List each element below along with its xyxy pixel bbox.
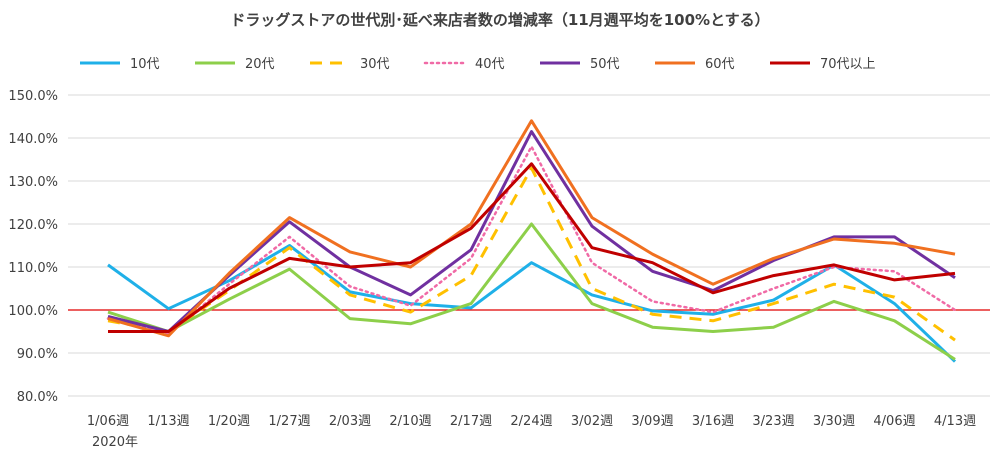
legend: 10代 20代 30代 40代 50代 60代 70代以上 bbox=[80, 57, 876, 72]
x-tick-label: 4/06週 bbox=[873, 414, 915, 429]
x-tick-label: 2/10週 bbox=[389, 414, 431, 429]
y-tick-label: 90.0% bbox=[17, 347, 58, 362]
y-tick-label: 100.0% bbox=[8, 304, 58, 319]
series-line-10代 bbox=[107, 244, 957, 363]
legend-label: 40代 bbox=[475, 57, 505, 72]
series-line-60代 bbox=[107, 119, 956, 338]
x-axis-year-note: 2020年 bbox=[92, 435, 138, 450]
y-tick-label: 110.0% bbox=[8, 261, 58, 276]
gridlines bbox=[68, 94, 990, 397]
series-line-40代 bbox=[106, 145, 957, 335]
x-tick-label: 1/20週 bbox=[208, 414, 250, 429]
legend-label: 30代 bbox=[360, 57, 390, 72]
legend-label: 10代 bbox=[130, 57, 160, 72]
x-tick-label: 1/27週 bbox=[268, 414, 310, 429]
legend-label: 50代 bbox=[590, 57, 620, 72]
x-tick-label: 1/06週 bbox=[87, 414, 129, 429]
legend-label: 60代 bbox=[705, 57, 735, 72]
x-axis: 1/06週 1/13週 1/20週 1/27週 2/03週 2/10週 2/17週 2/24週… bbox=[87, 414, 976, 429]
y-axis: 80.0% 90.0% 100.0% 110.0% 120.0% 130.0% 140.0%… bbox=[8, 89, 58, 405]
y-tick-label: 140.0% bbox=[8, 132, 58, 147]
y-tick-label: 130.0% bbox=[8, 175, 58, 190]
series-line-50代 bbox=[107, 130, 956, 333]
legend-label: 70代以上 bbox=[820, 57, 876, 72]
x-tick-label: 3/02週 bbox=[571, 414, 613, 429]
x-tick-label: 2/24週 bbox=[510, 414, 552, 429]
x-tick-label: 3/23週 bbox=[752, 414, 794, 429]
chart-title: ドラッグストアの世代別･延べ来店者数の増減率（11月週平均を100%とする） bbox=[230, 11, 769, 29]
y-tick-label: 120.0% bbox=[8, 218, 58, 233]
legend-label: 20代 bbox=[245, 57, 275, 72]
series-line-20代 bbox=[107, 222, 956, 361]
x-tick-label: 3/30週 bbox=[813, 414, 855, 429]
series-group bbox=[106, 119, 957, 363]
x-tick-label: 3/09週 bbox=[631, 414, 673, 429]
y-tick-label: 80.0% bbox=[17, 390, 58, 405]
x-tick-label: 2/03週 bbox=[329, 414, 371, 429]
y-tick-label: 150.0% bbox=[8, 89, 58, 104]
series-line-70代以上 bbox=[108, 162, 956, 333]
x-tick-label: 1/13週 bbox=[147, 414, 189, 429]
x-tick-label: 2/17週 bbox=[450, 414, 492, 429]
x-tick-label: 4/13週 bbox=[934, 414, 976, 429]
x-tick-label: 3/16週 bbox=[692, 414, 734, 429]
series-line-30代 bbox=[107, 166, 956, 342]
